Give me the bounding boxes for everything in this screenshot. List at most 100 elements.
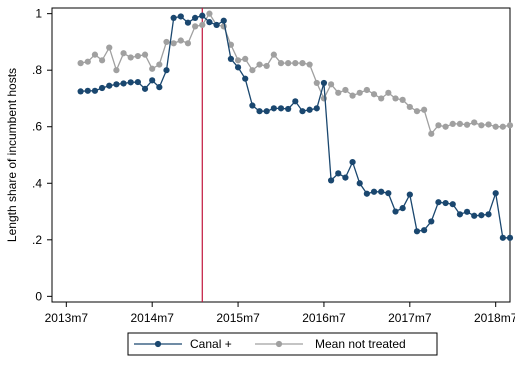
x-tick-label: 2014m7	[131, 311, 175, 325]
data-point-mean-not-treated	[306, 61, 313, 68]
data-point-mean-not-treated	[170, 40, 177, 47]
data-point-canal-plus	[163, 67, 170, 74]
data-point-mean-not-treated	[234, 57, 242, 64]
data-point-mean-not-treated	[156, 61, 163, 68]
data-point-mean-not-treated	[220, 23, 227, 30]
series-line-mean-not-treated	[80, 12, 511, 136]
data-point-canal-plus	[320, 79, 328, 87]
data-point-canal-plus	[378, 188, 385, 195]
data-point-canal-plus	[184, 19, 192, 26]
data-point-canal-plus	[177, 13, 184, 20]
data-point-canal-plus	[263, 108, 270, 115]
data-point-canal-plus	[306, 106, 313, 113]
data-point-mean-not-treated	[499, 123, 506, 130]
data-point-canal-plus	[170, 14, 177, 21]
data-point-mean-not-treated	[378, 95, 385, 102]
data-point-canal-plus	[506, 234, 514, 241]
data-point-mean-not-treated	[192, 23, 199, 30]
data-point-mean-not-treated	[299, 60, 306, 67]
data-point-canal-plus	[363, 190, 370, 197]
data-point-canal-plus	[335, 170, 342, 177]
data-point-canal-plus	[141, 85, 149, 92]
data-point-canal-plus	[471, 212, 478, 219]
data-point-mean-not-treated	[421, 106, 428, 113]
data-point-canal-plus	[192, 14, 199, 21]
data-point-canal-plus	[413, 228, 421, 235]
data-point-canal-plus	[98, 84, 106, 92]
data-point-mean-not-treated	[206, 10, 213, 17]
data-point-canal-plus	[356, 180, 363, 187]
x-tick-label: 2016m7	[302, 311, 346, 325]
data-point-canal-plus	[392, 208, 399, 215]
data-point-mean-not-treated	[442, 123, 449, 130]
data-point-mean-not-treated	[335, 89, 342, 96]
data-point-mean-not-treated	[256, 61, 263, 68]
data-point-mean-not-treated	[413, 108, 421, 115]
x-tick-label: 2013m7	[45, 311, 89, 325]
data-point-canal-plus	[227, 55, 235, 62]
data-point-canal-plus	[84, 87, 91, 94]
x-tick-label: 2017m7	[388, 311, 432, 325]
data-point-canal-plus	[478, 212, 485, 219]
data-point-canal-plus	[91, 87, 99, 94]
y-tick-label: .8	[32, 63, 42, 77]
data-point-canal-plus	[270, 105, 277, 112]
data-point-mean-not-treated	[163, 38, 170, 46]
data-point-mean-not-treated	[356, 89, 363, 96]
data-point-canal-plus	[213, 21, 220, 29]
legend-marker-canal-plus	[154, 340, 162, 348]
data-point-canal-plus	[292, 98, 299, 105]
data-point-mean-not-treated	[141, 51, 149, 58]
data-point-canal-plus	[349, 158, 356, 166]
data-point-canal-plus	[113, 81, 120, 88]
data-point-canal-plus	[249, 102, 256, 109]
data-point-mean-not-treated	[506, 122, 514, 129]
data-point-mean-not-treated	[227, 41, 235, 48]
data-point-mean-not-treated	[392, 95, 399, 102]
plot-frame	[51, 7, 511, 303]
data-point-canal-plus	[234, 64, 242, 71]
legend-label-canal-plus: Canal +	[190, 337, 232, 351]
data-point-mean-not-treated	[127, 54, 134, 61]
y-tick-label: 0	[35, 289, 42, 303]
data-point-canal-plus	[134, 78, 141, 86]
data-point-canal-plus	[242, 75, 249, 82]
y-tick-label: .6	[32, 120, 42, 134]
data-point-mean-not-treated	[270, 51, 277, 58]
data-point-mean-not-treated	[485, 121, 492, 128]
data-point-mean-not-treated	[292, 60, 299, 67]
data-point-mean-not-treated	[285, 60, 292, 67]
data-point-mean-not-treated	[313, 79, 320, 87]
data-point-mean-not-treated	[320, 95, 328, 102]
data-point-mean-not-treated	[463, 121, 471, 128]
data-point-canal-plus	[428, 218, 435, 225]
data-point-canal-plus	[313, 105, 320, 112]
data-point-canal-plus	[299, 108, 306, 115]
x-tick-label: 2018m7	[474, 311, 515, 325]
data-point-canal-plus	[120, 80, 127, 87]
data-point-mean-not-treated	[249, 67, 256, 74]
data-point-mean-not-treated	[113, 67, 120, 74]
data-point-canal-plus	[492, 190, 499, 197]
x-tick-label: 2015m7	[216, 311, 260, 325]
series-group	[77, 10, 514, 241]
data-point-mean-not-treated	[406, 103, 413, 111]
data-point-mean-not-treated	[385, 89, 392, 96]
legend-group: Canal + Mean not treated	[127, 332, 438, 356]
y-tick-label: 1	[35, 7, 42, 21]
data-point-mean-not-treated	[456, 120, 464, 128]
data-point-mean-not-treated	[106, 44, 113, 51]
data-point-canal-plus	[285, 105, 292, 113]
data-point-mean-not-treated	[399, 96, 406, 103]
data-point-canal-plus	[463, 208, 471, 215]
data-point-canal-plus	[385, 190, 392, 197]
data-point-canal-plus	[399, 205, 406, 212]
legend-label-mean-not-treated: Mean not treated	[315, 337, 406, 351]
data-point-mean-not-treated	[134, 52, 141, 60]
data-point-mean-not-treated	[428, 130, 435, 137]
data-point-mean-not-treated	[120, 50, 127, 57]
data-point-canal-plus	[421, 227, 428, 234]
data-point-canal-plus	[435, 199, 442, 206]
data-point-mean-not-treated	[91, 51, 99, 58]
